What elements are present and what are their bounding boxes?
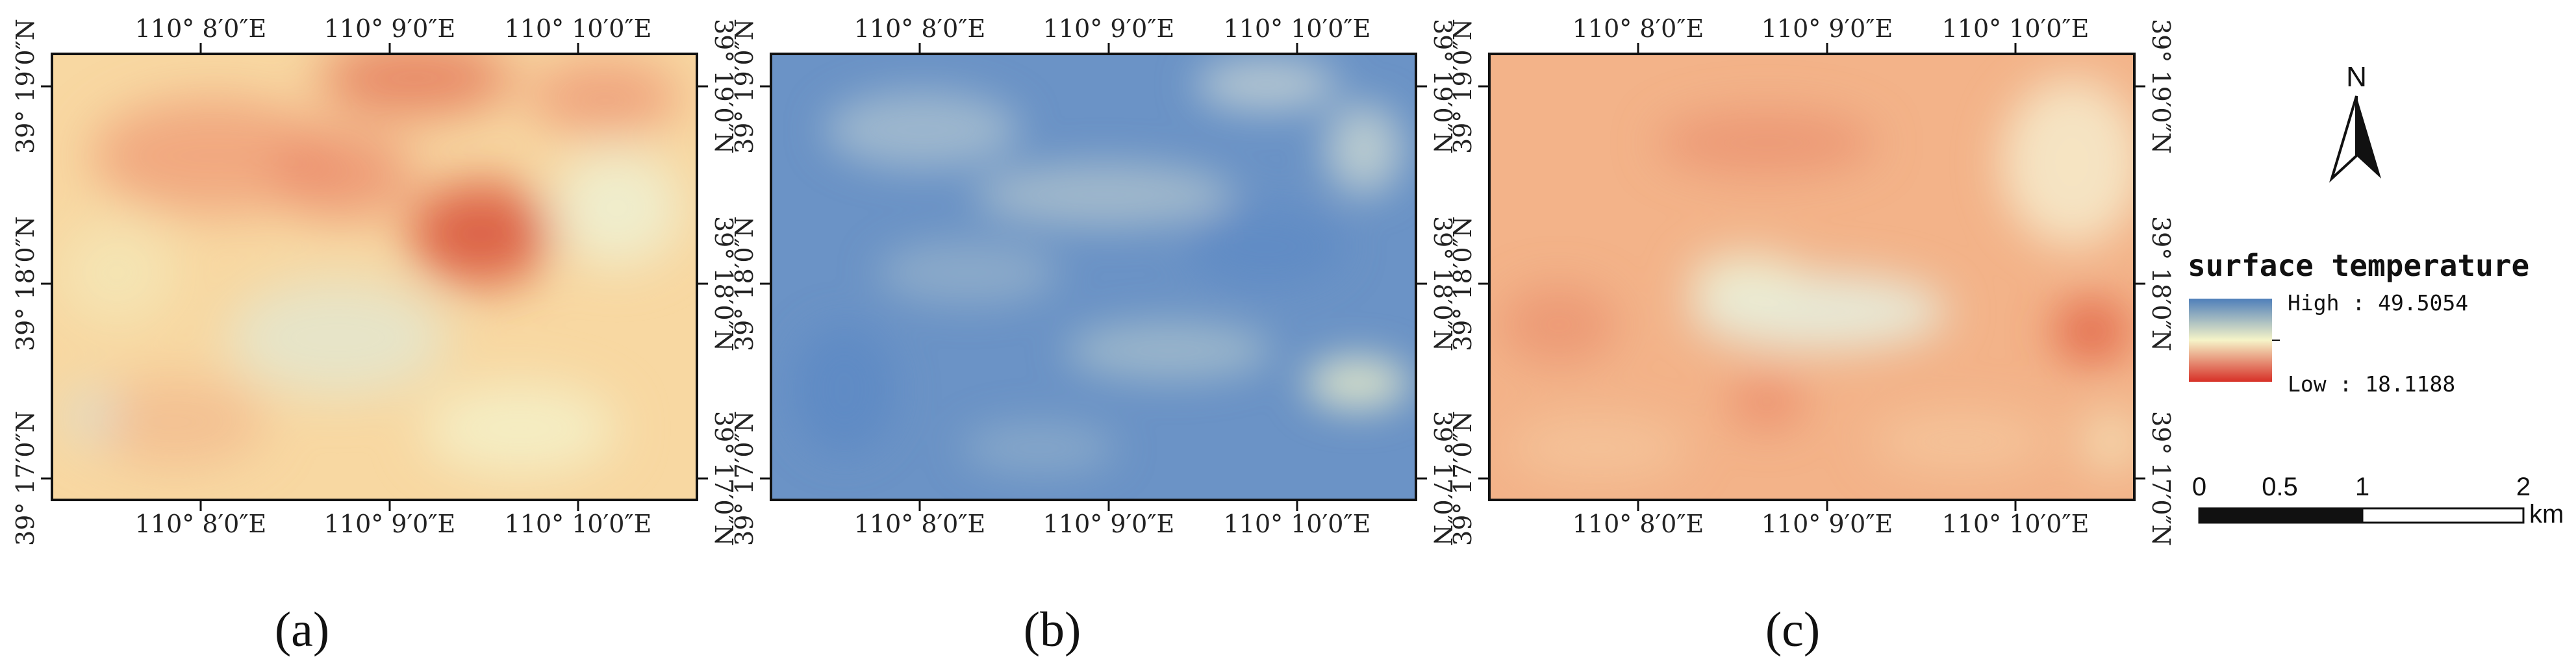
panel-b-bottom-lon-label: 110° 8′0″E [854,510,986,538]
legend-title: surface temperature [2188,248,2529,283]
legend-high-label: High : 49.5054 [2288,290,2468,316]
north-label: N [2346,61,2367,93]
panel-a-caption: (a) [275,602,329,657]
panel-b-ticks [760,43,1427,511]
legend-color-ramp [2189,299,2272,382]
panel-c-left-lat-label: 39° 17′0″N [1448,411,1477,546]
panel-b-right-lat-label: 39° 19′0″N [1428,19,1457,154]
panel-b-right-lat-label: 39° 18′0″N [1428,216,1457,351]
panel-a-bottom-lon-label: 110° 8′0″E [135,510,267,538]
panel-b-top-lon-label: 110° 10′0″E [1224,14,1371,43]
panel-a-left-lat-label: 39° 18′0″N [11,216,40,351]
panel-a-bottom-lon-label: 110° 9′0″E [324,510,456,538]
panel-c-right-lat-label: 39° 18′0″N [2147,216,2175,351]
panel-a-top-lon-label: 110° 9′0″E [324,14,456,43]
panel-a-top-lon-label: 110° 10′0″E [505,14,652,43]
panel-b-left-lat-label: 39° 19′0″N [730,19,759,154]
scale-tick-label: 0.5 [2262,473,2298,501]
scale-segment-light [2361,507,2525,524]
scale-tick-label: 0 [2192,473,2206,501]
panel-a-ticks [41,43,708,511]
panel-b-bottom-lon-label: 110° 10′0″E [1224,510,1371,538]
panel-b-bottom-lon-label: 110° 9′0″E [1043,510,1175,538]
panel-a-right-lat-label: 39° 18′0″N [709,216,738,351]
panel-c-ticks [1478,43,2145,511]
panel-b-left-lat-label: 39° 17′0″N [730,411,759,546]
scale-segment-dark [2198,507,2364,524]
panel-c-raster [1489,54,2134,500]
scale-bar: 0 0.5 1 2 km [2192,473,2564,528]
panel-c: 110° 8′0″E 110° 9′0″E 110° 10′0″E 110° 8… [1448,14,2175,657]
panel-a-top-lon-label: 110° 8′0″E [135,14,267,43]
panel-b-right-lat-label: 39° 17′0″N [1428,411,1457,546]
temperature-legend: surface temperature High : 49.5054 Low :… [2188,248,2529,397]
panel-b: 110° 8′0″E 110° 9′0″E 110° 10′0″E 110° 8… [730,14,1457,657]
legend-low-label: Low : 18.1188 [2288,371,2455,397]
panel-a-bottom-lon-label: 110° 10′0″E [505,510,652,538]
scale-tick-label: 2 [2516,473,2531,501]
panel-b-top-lon-label: 110° 8′0″E [854,14,986,43]
panel-c-bottom-lon-label: 110° 8′0″E [1572,510,1704,538]
panel-c-top-lon-label: 110° 10′0″E [1942,14,2090,43]
panel-a-right-lat-label: 39° 17′0″N [709,411,738,546]
panel-c-left-lat-label: 39° 18′0″N [1448,216,1477,351]
north-arrow-icon: N [2329,61,2381,183]
scale-tick-label: 1 [2355,473,2369,501]
panel-c-right-lat-label: 39° 19′0″N [2147,19,2175,154]
panel-a-frame [51,53,698,501]
panel-c-top-lon-label: 110° 8′0″E [1572,14,1704,43]
panel-c-left-lat-label: 39° 19′0″N [1448,19,1477,154]
panel-c-frame [1488,53,2136,501]
panel-b-caption: (b) [1024,602,1081,657]
panel-b-frame [770,53,1417,501]
panel-c-bottom-lon-label: 110° 9′0″E [1762,510,1893,538]
panel-b-raster [771,54,1416,500]
panel-a-left-lat-label: 39° 19′0″N [11,19,40,154]
panel-c-bottom-lon-label: 110° 10′0″E [1942,510,2090,538]
panel-a: 110° 8′0″E 110° 9′0″E 110° 10′0″E 110° 8… [11,14,738,657]
scale-unit-label: km [2529,500,2564,528]
panel-b-top-lon-label: 110° 9′0″E [1043,14,1175,43]
panel-c-top-lon-label: 110° 9′0″E [1762,14,1893,43]
panel-b-left-lat-label: 39° 18′0″N [730,216,759,351]
panel-c-caption: (c) [1765,602,1820,657]
panel-a-left-lat-label: 39° 17′0″N [11,411,40,546]
panel-c-right-lat-label: 39° 17′0″N [2147,411,2175,546]
panel-a-right-lat-label: 39° 19′0″N [709,19,738,154]
panel-a-raster [52,54,697,500]
